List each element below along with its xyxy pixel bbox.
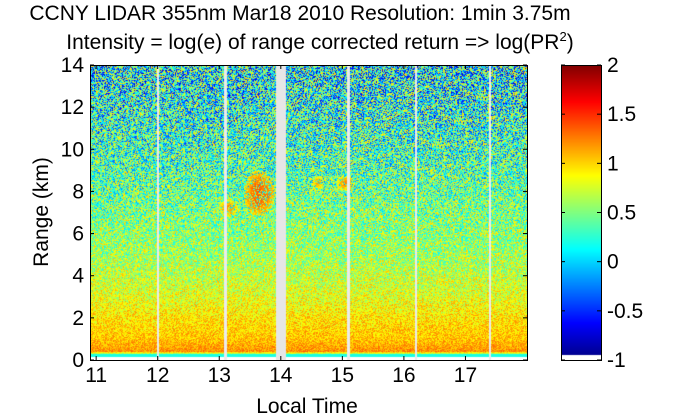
y-tick-label: 4: [72, 265, 84, 288]
x-tick-label: 14: [269, 364, 293, 387]
colorbar-tick-label: 1.5: [607, 103, 636, 126]
colorbar-tick-label: 2: [607, 54, 619, 77]
x-tick-label: 16: [392, 364, 415, 387]
y-axis-label: Range (km): [30, 157, 53, 267]
chart-subtitle-text: Intensity = log(e) of range corrected re…: [66, 31, 560, 54]
y-tick-label: 8: [72, 180, 84, 203]
colorbar-tick-label: 0: [607, 251, 619, 274]
y-tick-label: 0: [72, 349, 84, 372]
colorbar-gradient: [561, 65, 601, 360]
colorbar-border: [561, 65, 602, 361]
y-tick-label: 2: [72, 307, 84, 330]
x-tick-label: 15: [331, 364, 354, 387]
chart-subtitle-suffix: ): [566, 31, 574, 54]
x-axis-label: Local Time: [256, 395, 358, 418]
x-tick-label: 12: [146, 364, 169, 387]
colorbar-tick-label: -0.5: [607, 300, 643, 323]
plot-axes-frame: [90, 65, 602, 361]
colorbar-ticks: -1 -0.5 0 0.5 1 1.5 2: [561, 54, 643, 372]
colorbar-tick-label: -1: [607, 349, 626, 372]
plot-border: [90, 65, 528, 361]
y-tick-label: 10: [61, 138, 84, 161]
x-tick-label: 11: [85, 364, 107, 387]
chart-subtitle-superscript: 2: [559, 29, 567, 44]
y-axis-ticks: 0 2 4 6 8 10 12 14: [61, 54, 527, 372]
x-tick-label: 17: [454, 364, 477, 387]
y-tick-label: 12: [61, 96, 84, 119]
chart-subtitle: Intensity = log(e) of range corrected re…: [20, 29, 620, 55]
colorbar-tick-label: 0.5: [607, 202, 636, 225]
y-tick-label: 14: [61, 54, 85, 77]
y-tick-label: 6: [72, 223, 84, 246]
lidar-intensity-heatmap: [90, 65, 527, 360]
colorbar-tick-label: 1: [607, 152, 619, 175]
x-tick-label: 13: [208, 364, 231, 387]
chart-title: CCNY LIDAR 355nm Mar18 2010 Resolution: …: [29, 2, 571, 25]
x-axis-ticks: 11 12 13 14 15 16 17: [85, 65, 477, 387]
